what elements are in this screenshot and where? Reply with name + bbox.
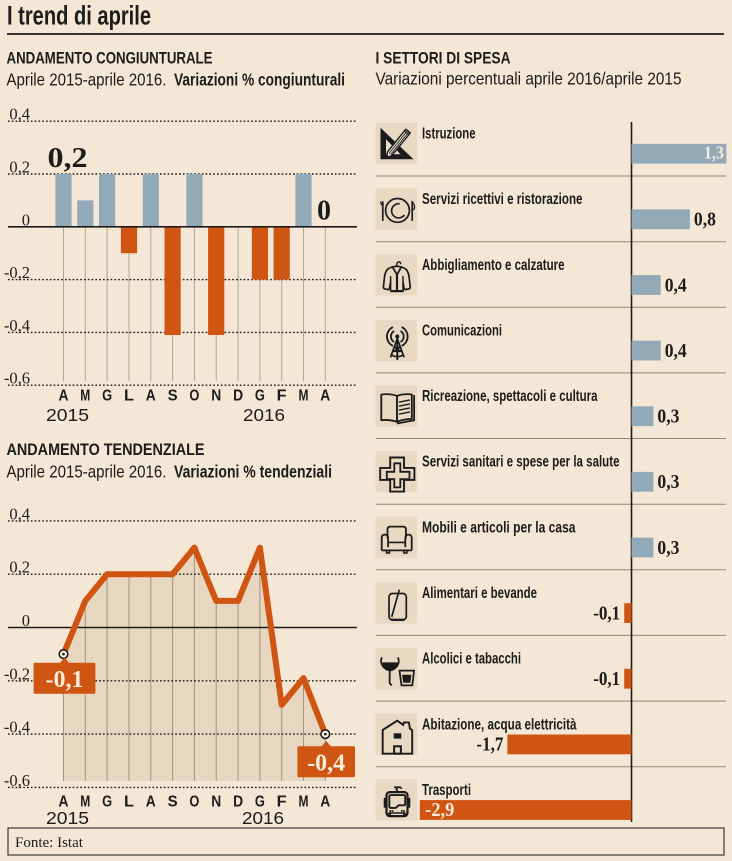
svg-text:0,8: 0,8 <box>694 210 716 231</box>
svg-text:Alimentari e bevande: Alimentari e bevande <box>422 585 537 602</box>
svg-text:-0,6: -0,6 <box>4 771 30 790</box>
svg-text:Fonte: Istat: Fonte: Istat <box>15 835 84 851</box>
svg-text:ANDAMENTO CONGIUNTURALE: ANDAMENTO CONGIUNTURALE <box>7 49 213 68</box>
svg-text:G: G <box>255 794 265 811</box>
svg-text:0,2: 0,2 <box>48 143 88 174</box>
svg-text:0,4: 0,4 <box>9 504 30 523</box>
svg-text:Abitazione, acqua elettricità: Abitazione, acqua elettricità <box>422 716 577 733</box>
svg-text:-0,1: -0,1 <box>593 603 620 624</box>
svg-text:ANDAMENTO TENDENZIALE: ANDAMENTO TENDENZIALE <box>7 440 205 459</box>
svg-text:0,4: 0,4 <box>665 341 687 362</box>
svg-text:F: F <box>277 794 287 811</box>
svg-text:Variazioni % tendenziali: Variazioni % tendenziali <box>174 462 332 482</box>
svg-text:G: G <box>255 388 265 405</box>
svg-text:F: F <box>277 388 287 405</box>
svg-text:0,2: 0,2 <box>9 158 30 177</box>
svg-text:Trasporti: Trasporti <box>422 782 471 799</box>
svg-text:A: A <box>320 794 330 811</box>
svg-text:-0,4: -0,4 <box>4 316 30 335</box>
svg-text:2016: 2016 <box>242 808 284 828</box>
svg-text:O: O <box>189 388 199 405</box>
svg-text:A: A <box>59 388 69 405</box>
svg-text:D: D <box>233 388 243 405</box>
svg-text:Aprile 2015-aprile 2016.: Aprile 2015-aprile 2016. <box>7 70 167 90</box>
svg-text:A: A <box>320 388 330 405</box>
svg-text:I SETTORI DI SPESA: I SETTORI DI SPESA <box>376 49 511 68</box>
svg-text:Aprile 2015-aprile 2016.: Aprile 2015-aprile 2016. <box>7 462 167 482</box>
svg-text:Variazioni percentuali aprile: Variazioni percentuali aprile 2016/april… <box>376 69 682 89</box>
svg-text:N: N <box>211 794 221 811</box>
svg-text:2015: 2015 <box>46 808 89 828</box>
svg-text:Ricreazione, spettacoli e cult: Ricreazione, spettacoli e cultura <box>422 388 598 405</box>
svg-text:-0,4: -0,4 <box>4 718 30 737</box>
svg-text:0,2: 0,2 <box>9 558 30 577</box>
svg-text:Mobili e articoli per la casa: Mobili e articoli per la casa <box>422 519 576 536</box>
svg-text:G: G <box>102 388 112 405</box>
svg-text:S: S <box>168 794 178 811</box>
svg-text:O: O <box>189 794 199 811</box>
svg-text:0,4: 0,4 <box>665 275 687 296</box>
svg-text:1,3: 1,3 <box>704 143 724 163</box>
svg-text:0,3: 0,3 <box>657 538 679 559</box>
svg-text:0: 0 <box>317 196 331 227</box>
svg-text:Servizi ricettivi e ristorazio: Servizi ricettivi e ristorazione <box>422 191 583 208</box>
svg-text:2015: 2015 <box>46 405 89 425</box>
svg-text:G: G <box>102 794 112 811</box>
svg-text:Variazioni % congiunturali: Variazioni % congiunturali <box>174 70 345 90</box>
svg-text:M: M <box>299 388 309 405</box>
svg-text:A: A <box>146 794 156 811</box>
svg-text:A: A <box>146 388 156 405</box>
svg-text:0: 0 <box>22 611 30 630</box>
svg-text:2016: 2016 <box>243 405 285 425</box>
svg-text:A: A <box>59 794 69 811</box>
svg-text:D: D <box>233 794 243 811</box>
svg-text:0: 0 <box>22 210 30 229</box>
svg-text:-0,2: -0,2 <box>4 664 30 683</box>
svg-text:-1,7: -1,7 <box>476 735 503 756</box>
svg-text:Servizi sanitari e spese per l: Servizi sanitari e spese per la salute <box>422 454 620 471</box>
svg-text:-0,1: -0,1 <box>46 667 84 693</box>
svg-text:M: M <box>80 388 90 405</box>
svg-text:-2,9: -2,9 <box>425 800 454 821</box>
svg-text:0,4: 0,4 <box>9 105 30 124</box>
svg-text:Istruzione: Istruzione <box>422 126 476 143</box>
svg-text:M: M <box>299 794 309 811</box>
svg-text:0,3: 0,3 <box>657 472 679 493</box>
svg-text:-0,4: -0,4 <box>307 751 345 777</box>
svg-text:Comunicazioni: Comunicazioni <box>422 323 502 340</box>
svg-text:M: M <box>80 794 90 811</box>
svg-text:-0,6: -0,6 <box>4 369 30 388</box>
svg-text:I trend di aprile: I trend di aprile <box>7 1 151 31</box>
svg-text:-0,2: -0,2 <box>4 263 30 282</box>
svg-text:Abbigliamento e calzature: Abbigliamento e calzature <box>422 257 565 274</box>
svg-text:L: L <box>124 388 134 405</box>
svg-text:L: L <box>124 794 134 811</box>
svg-text:Alcolici e tabacchi: Alcolici e tabacchi <box>422 651 521 668</box>
svg-text:S: S <box>168 388 178 405</box>
svg-text:0,3: 0,3 <box>657 407 679 428</box>
svg-text:N: N <box>211 388 221 405</box>
svg-text:-0,1: -0,1 <box>593 669 620 690</box>
